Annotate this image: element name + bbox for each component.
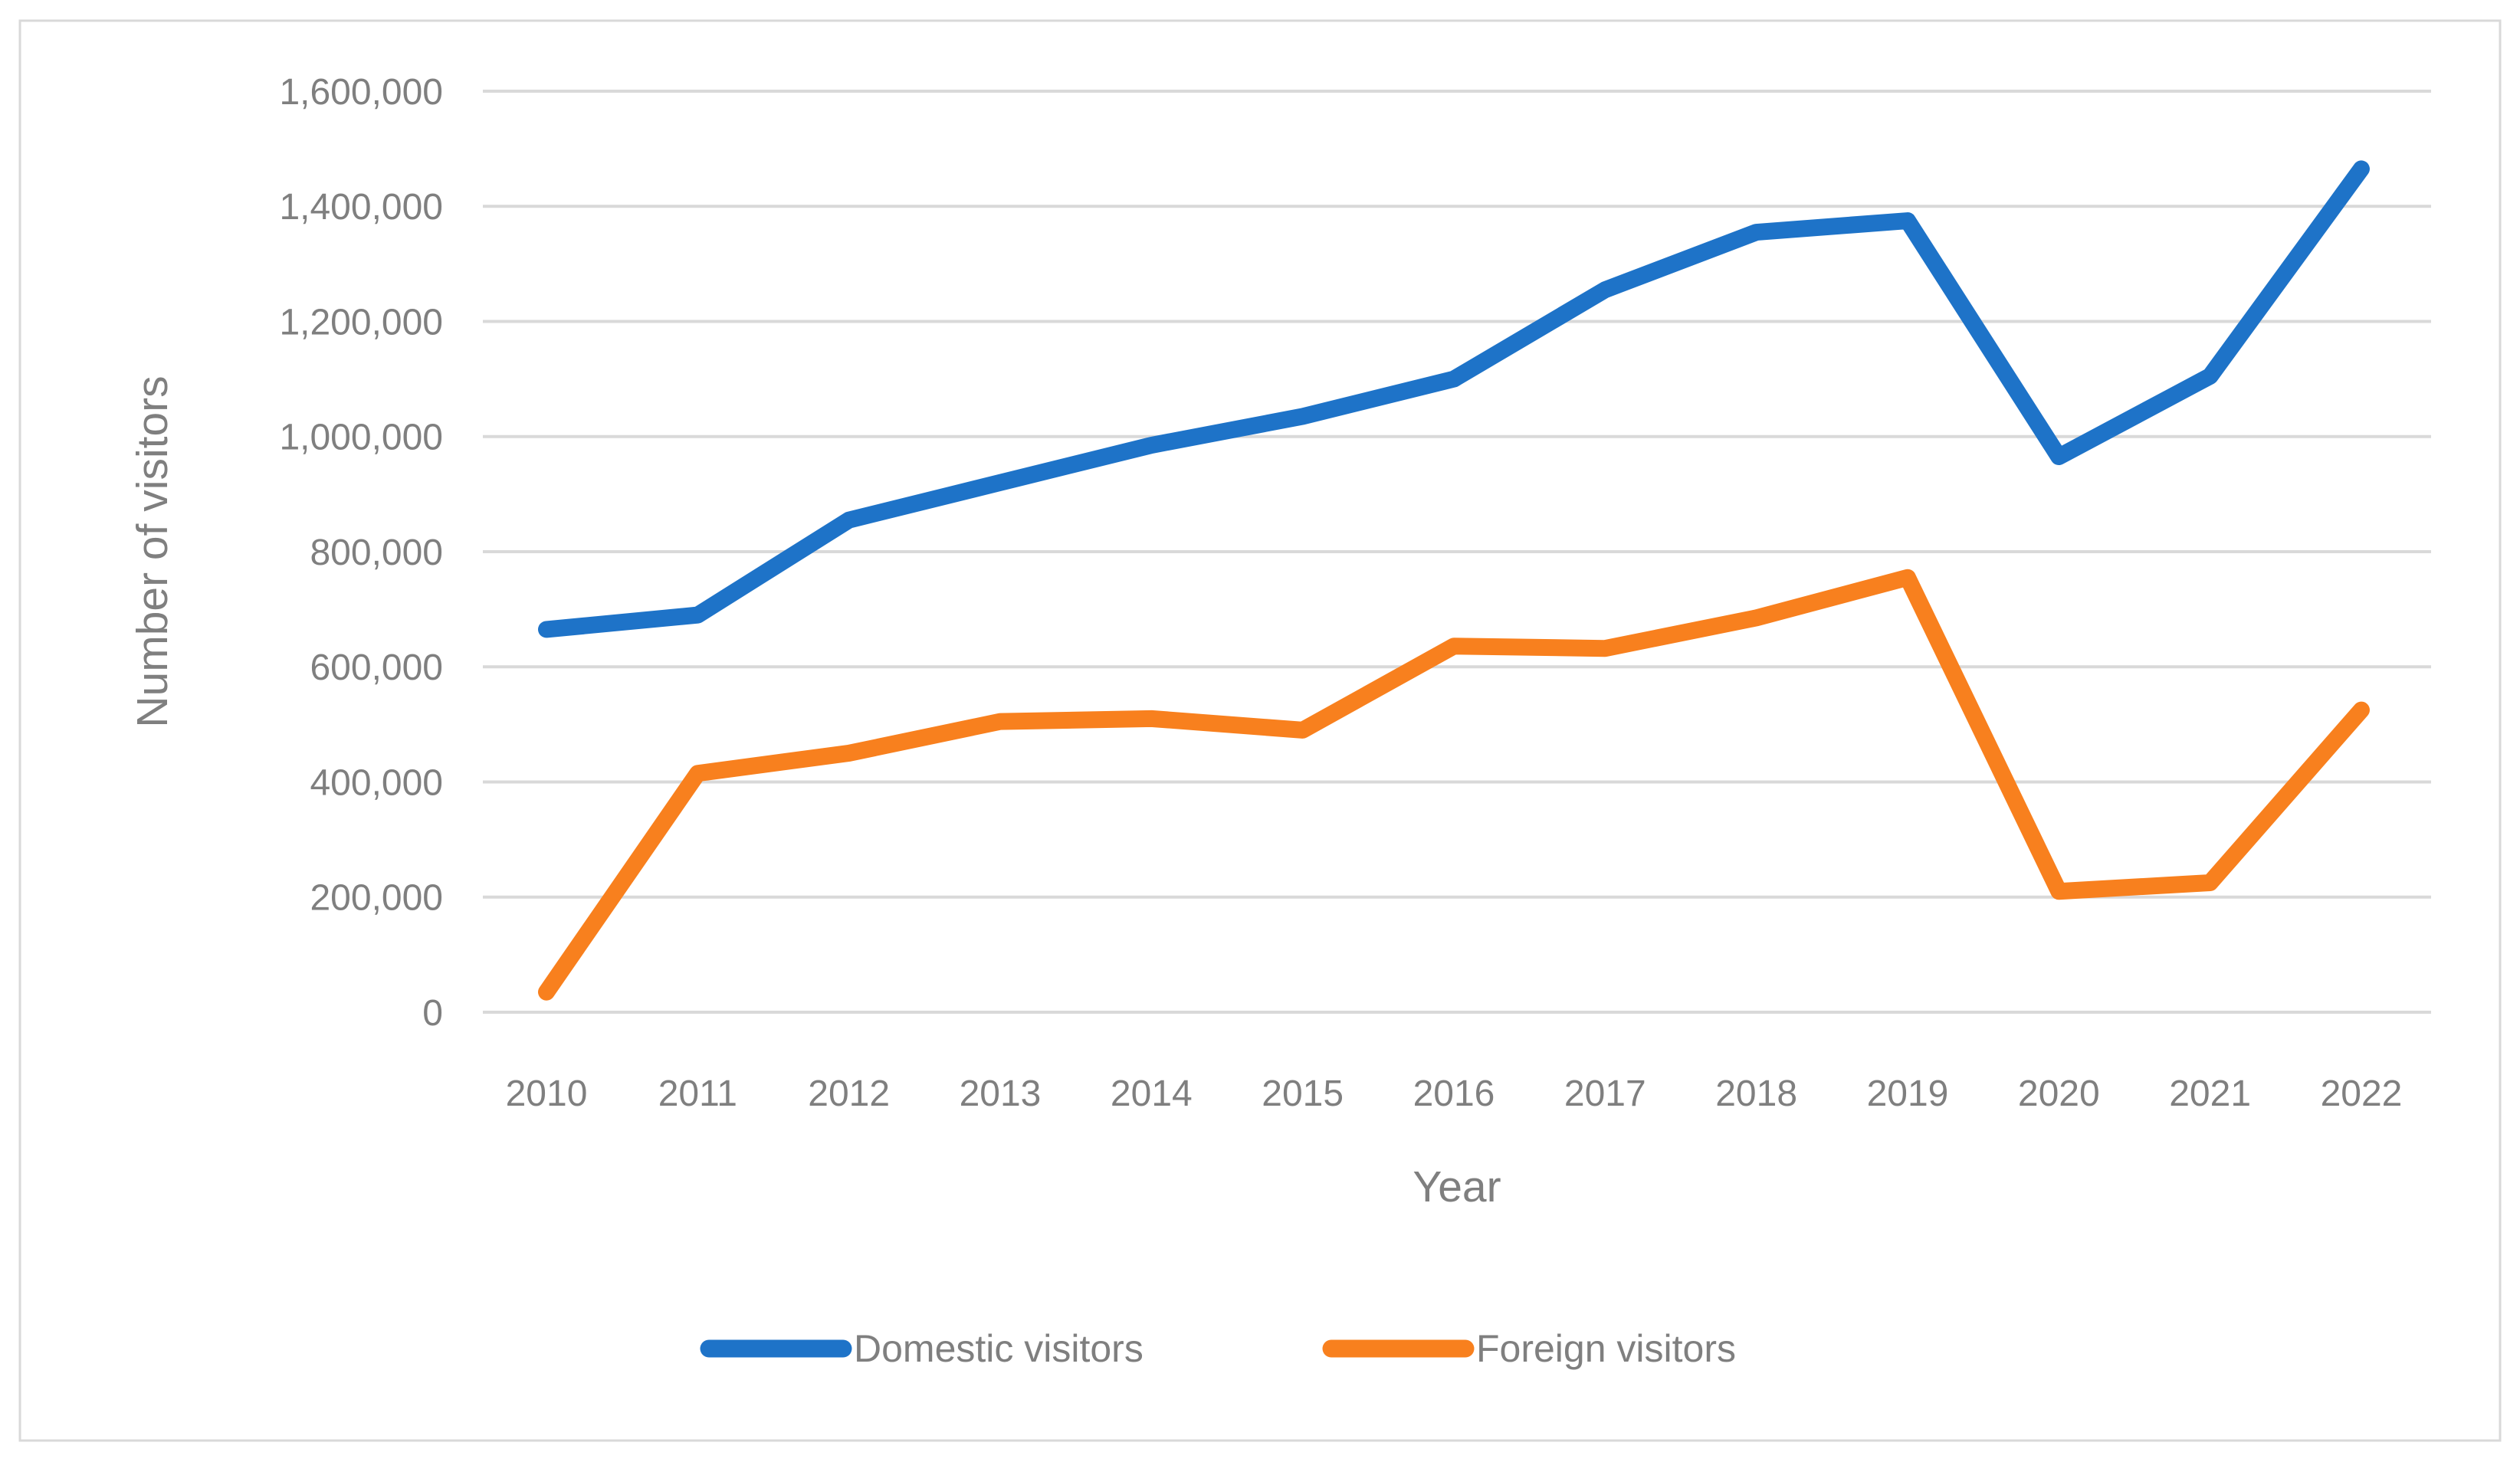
y-axis-tick-label: 800,000	[310, 533, 443, 573]
chart-border	[18, 19, 2502, 1442]
y-axis-title: Number of visitors	[128, 375, 177, 727]
y-axis-tick-label: 1,400,000	[279, 187, 443, 228]
legend-label-foreign: Foreign visitors	[1476, 1327, 1736, 1370]
x-axis-tick-label: 2014	[1111, 1074, 1193, 1114]
x-axis-tick-label: 2017	[1564, 1074, 1646, 1114]
y-axis-tick-label: 1,600,000	[279, 72, 443, 113]
x-axis-tick-labels: 2010 2011 2012 2013 2014 2015 2016 2017 2018 2019…	[506, 1074, 2403, 1114]
legend: Domestic visitors Foreign visitors	[700, 1327, 1736, 1370]
x-axis-tick-label: 2020	[2018, 1074, 2100, 1114]
legend-label-domestic: Domestic visitors	[854, 1327, 1144, 1370]
x-axis-tick-label: 2013	[960, 1074, 1042, 1114]
domestic-visitors-line	[538, 160, 2370, 638]
x-axis-tick-label: 2022	[2321, 1074, 2403, 1114]
x-axis-tick-label: 2018	[1715, 1074, 1797, 1114]
legend-item-foreign: Foreign visitors	[1322, 1327, 1736, 1370]
y-axis-tick-label: 0	[422, 993, 443, 1034]
x-axis-tick-label: 2015	[1262, 1074, 1344, 1114]
x-axis-tick-label: 2012	[808, 1074, 890, 1114]
y-axis-tick-label: 400,000	[310, 762, 443, 803]
x-axis-title: Year	[1413, 1162, 1501, 1211]
x-axis-tick-label: 2011	[658, 1074, 737, 1114]
y-axis-tick-label: 600,000	[310, 647, 443, 688]
legend-item-domestic: Domestic visitors	[700, 1327, 1144, 1370]
y-axis-tick-label: 1,000,000	[279, 418, 443, 458]
gridlines	[483, 90, 2431, 1014]
y-axis-tick-label: 1,200,000	[279, 302, 443, 343]
x-axis-tick-label: 2016	[1413, 1074, 1495, 1114]
foreign-visitors-line	[538, 569, 2370, 1001]
x-axis-tick-label: 2021	[2169, 1074, 2251, 1114]
x-axis-tick-label: 2010	[506, 1074, 588, 1114]
y-axis-tick-labels: 0 200,000 400,000 600,000 800,000 1,000,000 1,…	[279, 72, 443, 1034]
series-lines	[538, 160, 2370, 1001]
y-axis-tick-label: 200,000	[310, 878, 443, 919]
x-axis-tick-label: 2019	[1867, 1074, 1949, 1114]
